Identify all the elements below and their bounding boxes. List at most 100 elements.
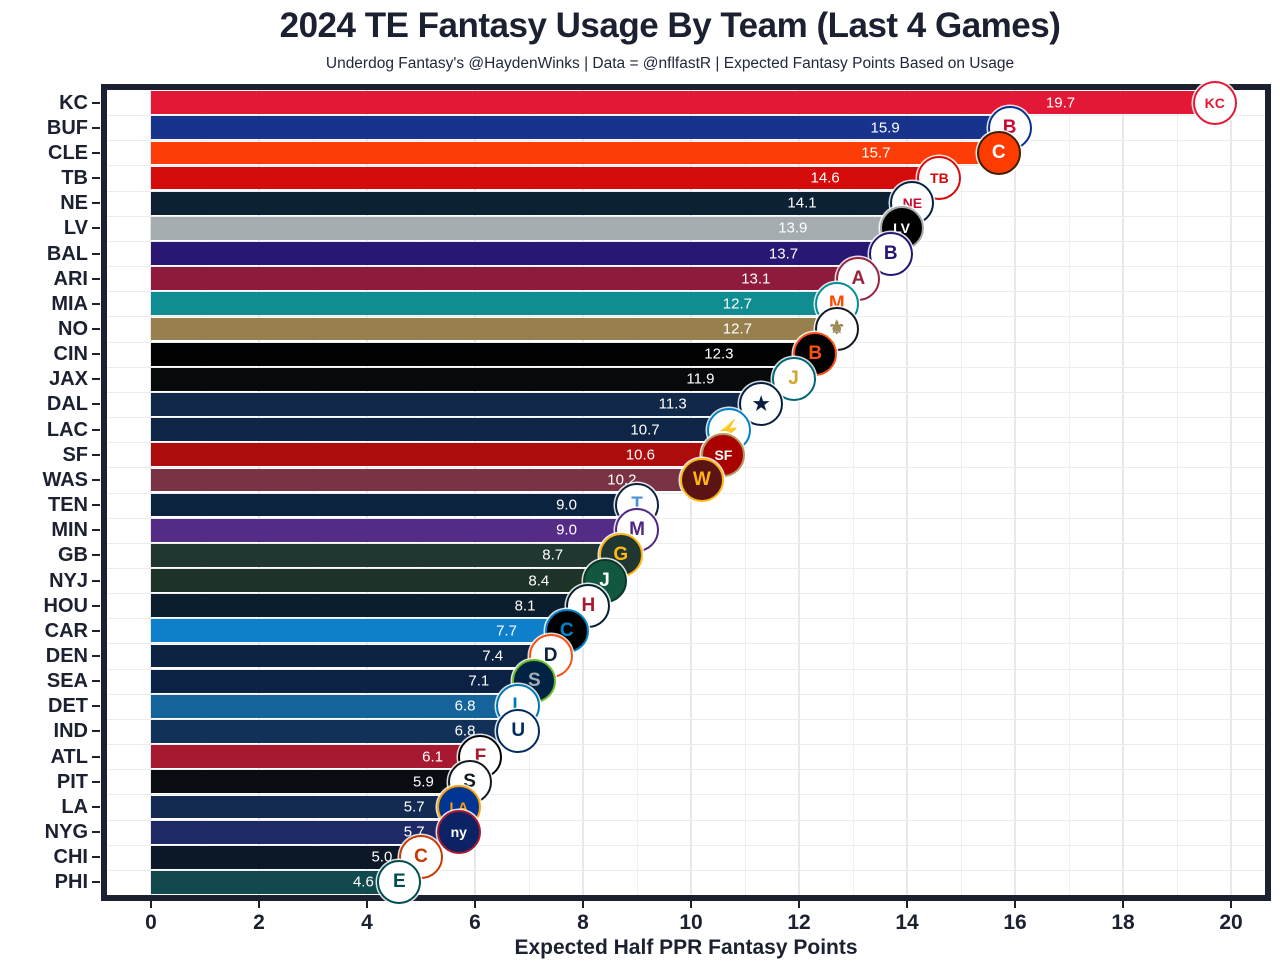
y-axis-label-ten: TEN: [48, 494, 88, 517]
nyj-value-label: 8.4: [528, 572, 550, 590]
gridline-horizontal: [107, 794, 1265, 796]
y-axis-label-mia: MIA: [51, 292, 88, 315]
mia-bar: [151, 292, 837, 316]
gridline-horizontal: [107, 844, 1265, 846]
cin-value-label: 12.3: [704, 345, 734, 363]
ten-bar: [151, 493, 637, 517]
gridline-horizontal: [107, 266, 1265, 268]
y-axis-tick: [92, 856, 100, 859]
cle-value-label: 15.7: [861, 144, 891, 162]
x-axis-label-16: 16: [1003, 911, 1027, 934]
cle-logo: C: [976, 130, 1021, 175]
gridline-horizontal: [107, 366, 1265, 368]
y-axis-tick: [92, 831, 100, 834]
chi-value-label: 5.0: [371, 848, 393, 866]
ne-value-label: 14.1: [787, 194, 817, 212]
x-axis-tick: [906, 901, 908, 908]
y-axis-tick: [92, 403, 100, 406]
y-axis-label-sf: SF: [62, 443, 88, 466]
gridline-horizontal: [107, 165, 1265, 167]
y-axis-tick: [92, 579, 100, 582]
x-axis-label-6: 6: [469, 911, 481, 934]
den-bar: [151, 644, 551, 668]
cin-logo: B: [793, 332, 838, 377]
y-axis-tick: [92, 252, 100, 255]
pit-value-label: 5.9: [412, 773, 434, 791]
car-bar: [151, 619, 567, 643]
gridline-horizontal: [107, 442, 1265, 444]
gridline-horizontal: [107, 140, 1265, 142]
hou-value-label: 8.1: [514, 597, 536, 615]
x-axis-tick: [582, 901, 584, 908]
y-axis-label-phi: PHI: [54, 871, 88, 894]
y-axis-label-ne: NE: [60, 192, 88, 215]
y-axis-tick: [92, 629, 100, 632]
la-value-label: 5.7: [403, 798, 425, 816]
plot-area: 19.7 KC 15.9 B 15.7 C 14.6 TB 14.1 NE 13.9 LV 13.7 B 1…: [107, 80, 1265, 905]
x-axis-label-20: 20: [1219, 911, 1243, 934]
phi-value-label: 4.6: [352, 873, 374, 891]
gridline-horizontal: [107, 643, 1265, 645]
y-axis-label-ari: ARI: [53, 267, 88, 290]
lac-value-label: 10.7: [630, 421, 660, 439]
plot-panel: 19.7 KC 15.9 B 15.7 C 14.6 TB 14.1 NE 13.9 LV 13.7 B 1…: [101, 80, 1271, 905]
gridline-horizontal: [107, 517, 1265, 519]
y-axis-tick: [92, 780, 100, 783]
cin-bar: [151, 342, 816, 366]
y-axis-label-dal: DAL: [46, 393, 88, 416]
y-axis-tick: [92, 655, 100, 658]
gridline-horizontal: [107, 718, 1265, 720]
y-axis-label-tb: TB: [61, 167, 88, 190]
y-axis-label-gb: GB: [58, 544, 88, 567]
y-axis-label-buf: BUF: [46, 116, 88, 139]
gridline-horizontal: [107, 190, 1265, 192]
x-axis-label-14: 14: [895, 911, 919, 934]
la-bar: [151, 795, 459, 819]
y-axis-tick: [92, 227, 100, 230]
x-axis-tick: [1014, 901, 1016, 908]
y-axis-tick: [92, 680, 100, 683]
kc-logo: KC: [1192, 80, 1237, 125]
was-logo: W: [679, 457, 724, 502]
x-axis-tick: [474, 901, 476, 908]
gridline-horizontal: [107, 869, 1265, 871]
no-bar: [151, 317, 837, 341]
y-axis-label-den: DEN: [45, 645, 88, 668]
y-axis-label-min: MIN: [51, 519, 88, 542]
x-axis-label-4: 4: [361, 911, 373, 934]
x-axis-label-0: 0: [145, 911, 157, 934]
gridline-horizontal: [107, 542, 1265, 544]
ind-bar: [151, 720, 519, 743]
y-axis-label-no: NO: [58, 317, 88, 340]
nyj-bar: [151, 569, 605, 592]
x-axis-label-12: 12: [787, 911, 811, 934]
y-axis-tick: [92, 504, 100, 507]
gridline-horizontal: [107, 417, 1265, 419]
gridline-horizontal: [107, 291, 1265, 293]
y-axis-label-atl: ATL: [50, 745, 88, 768]
y-axis-tick: [92, 805, 100, 808]
buf-bar: [151, 116, 1010, 140]
sf-bar: [151, 443, 724, 467]
x-axis-tick: [1122, 901, 1124, 908]
lv-value-label: 13.9: [778, 219, 808, 237]
y-axis-label-was: WAS: [42, 468, 88, 491]
x-axis-label-8: 8: [577, 911, 589, 934]
dal-bar: [151, 393, 762, 416]
gridline-horizontal: [107, 316, 1265, 318]
y-axis-tick: [92, 101, 100, 104]
den-value-label: 7.4: [482, 647, 504, 665]
kc-value-label: 19.7: [1045, 94, 1076, 112]
gb-bar: [151, 544, 621, 567]
ne-bar: [151, 191, 913, 215]
y-axis-label-cle: CLE: [48, 141, 88, 164]
x-axis-label-18: 18: [1111, 911, 1135, 934]
chart-subtitle: Underdog Fantasy's @HaydenWinks | Data =…: [325, 55, 1015, 72]
y-axis-tick: [92, 277, 100, 280]
x-axis-tick: [1230, 901, 1232, 908]
gb-value-label: 8.7: [542, 546, 564, 564]
y-axis-label-lv: LV: [63, 217, 88, 240]
gridline-horizontal: [107, 668, 1265, 670]
gridline-horizontal: [107, 593, 1265, 595]
